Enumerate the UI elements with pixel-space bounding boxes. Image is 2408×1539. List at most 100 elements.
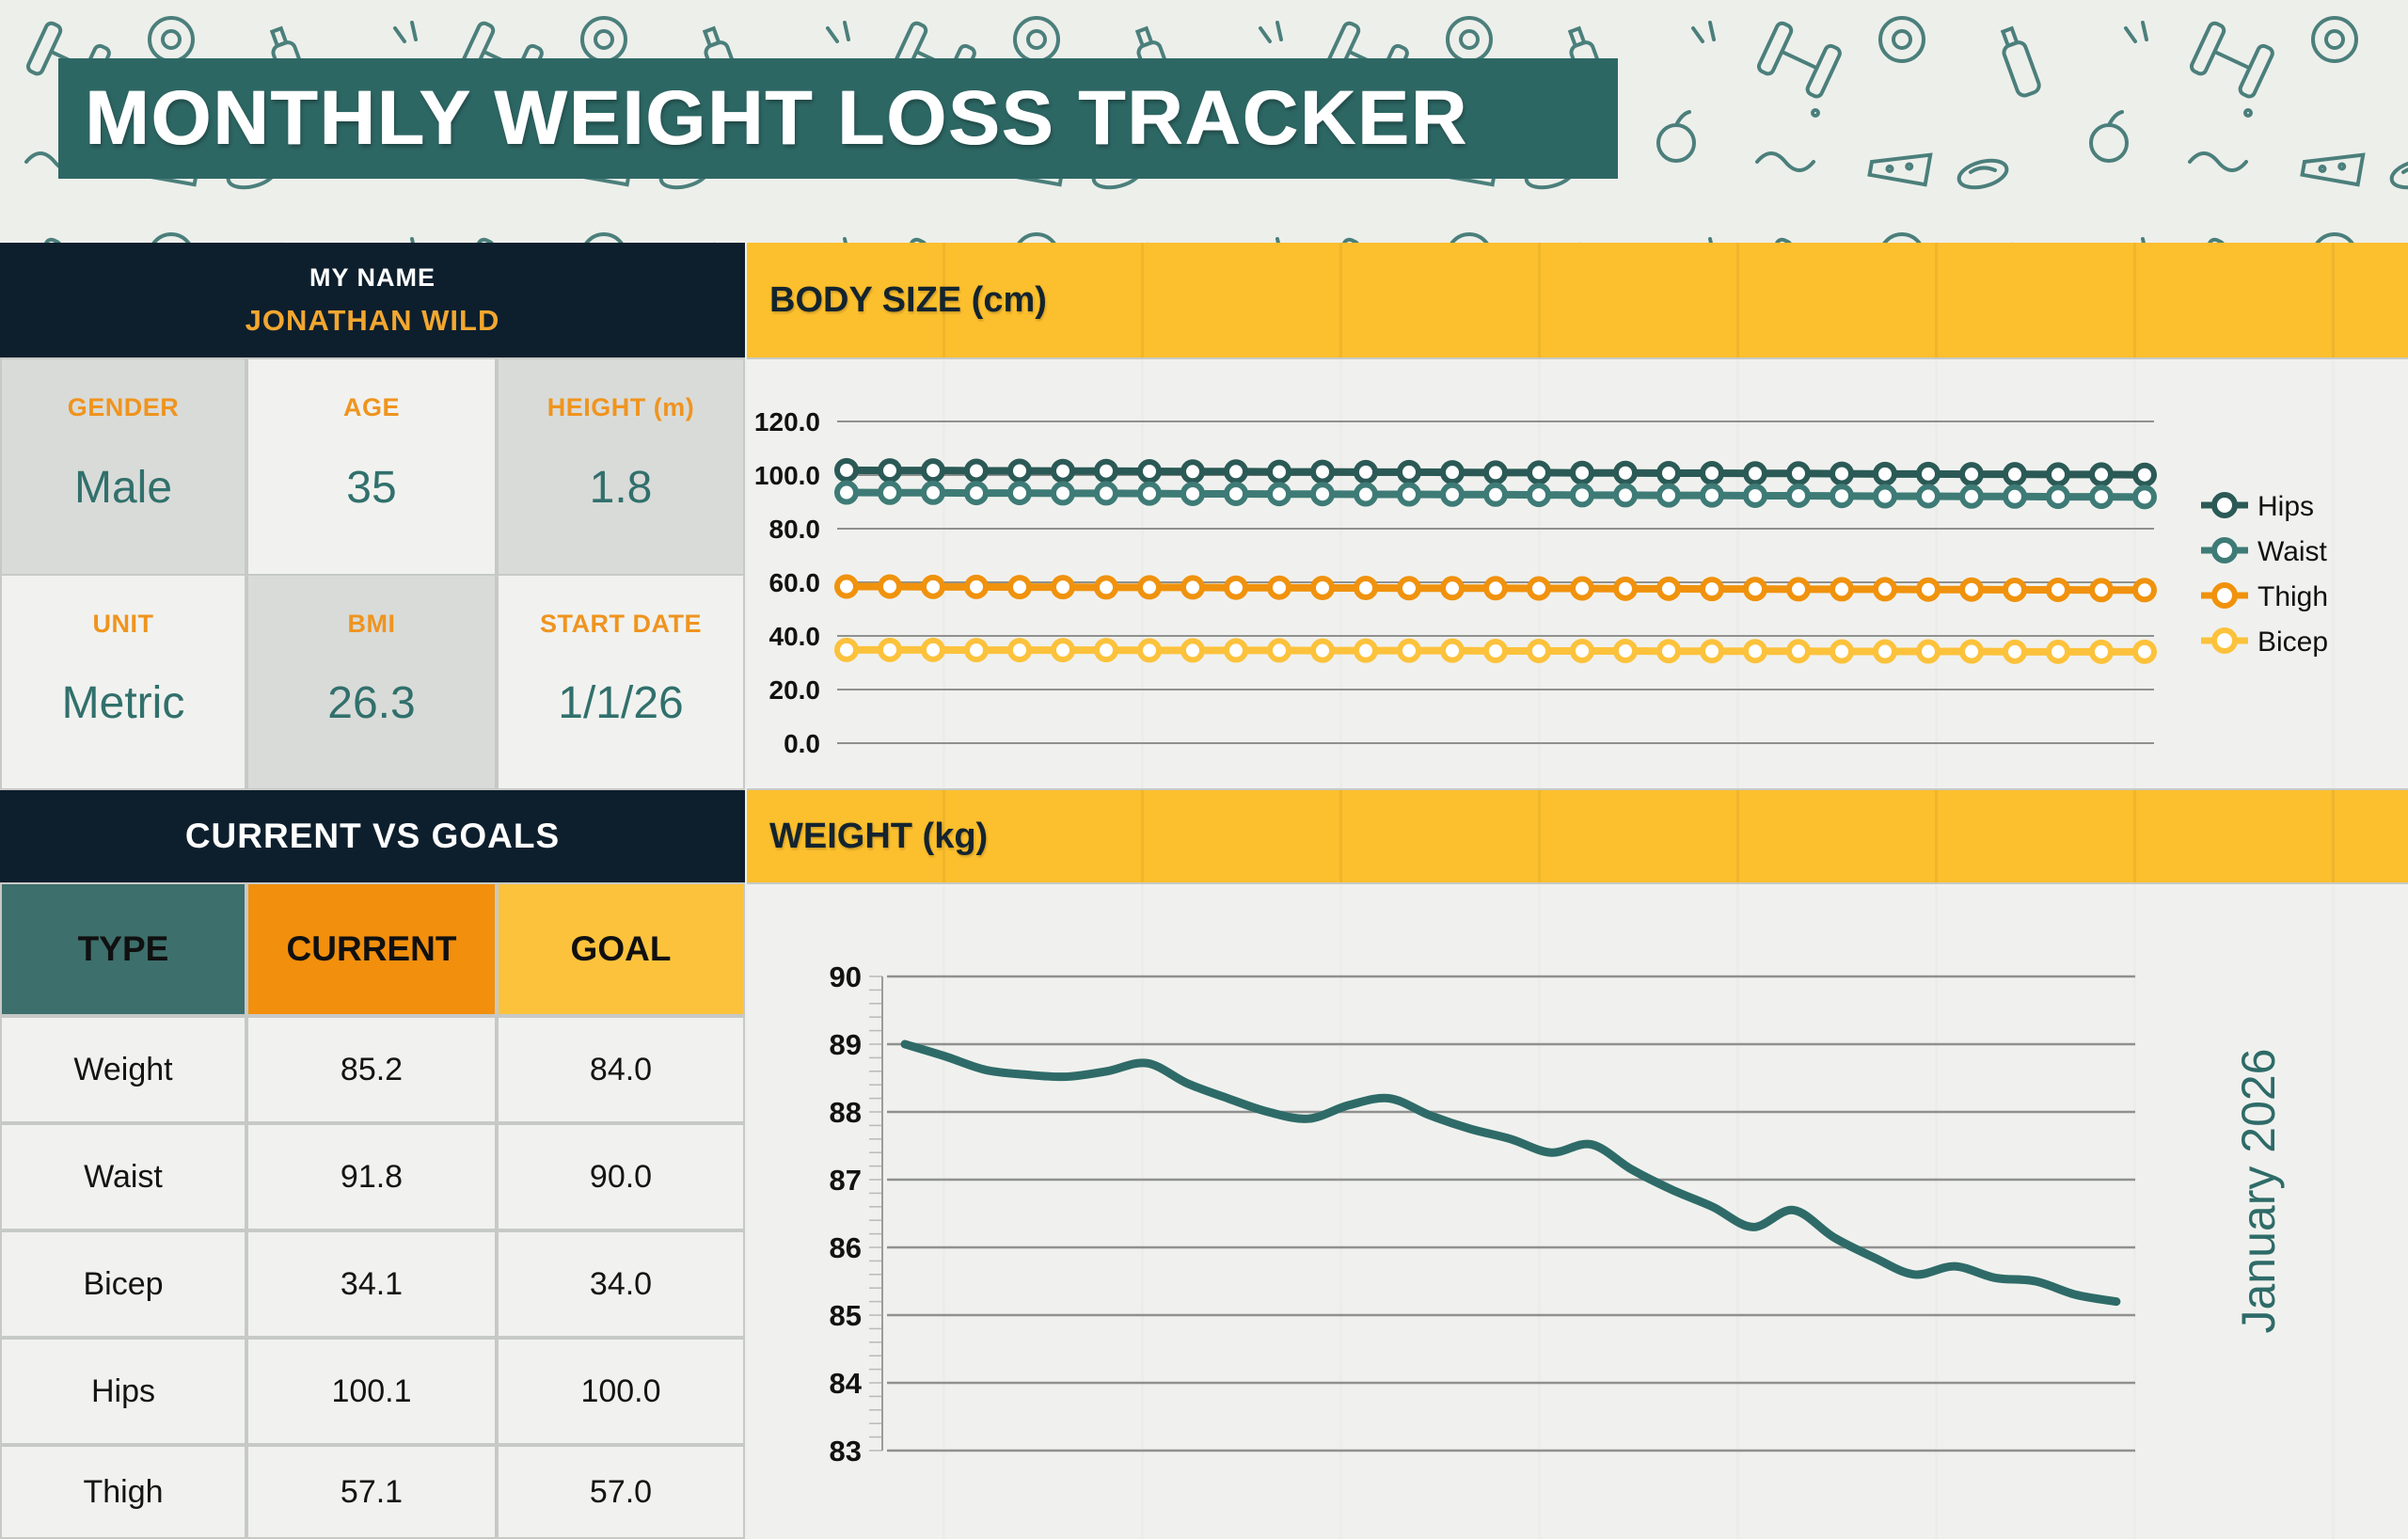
- y-axis-tick-label: 80.0: [769, 515, 821, 544]
- data-marker: [2003, 639, 2027, 664]
- data-marker: [1267, 459, 1291, 484]
- series-line-weight: [900, 1039, 2121, 1307]
- gender-cell: GENDER Male: [2, 359, 245, 574]
- data-marker: [1094, 481, 1118, 506]
- data-marker: [1354, 638, 1378, 663]
- data-marker: [1786, 639, 1811, 664]
- data-marker: [1656, 639, 1681, 664]
- data-marker: [2003, 462, 2027, 487]
- data-marker: [2089, 578, 2114, 603]
- data-marker: [1440, 638, 1465, 663]
- data-marker: [1916, 639, 1941, 664]
- height-label: HEIGHT (m): [547, 393, 695, 421]
- data-marker: [878, 480, 902, 505]
- data-marker: [921, 458, 945, 484]
- y-axis-tick-label: 90: [830, 960, 862, 993]
- row-hips-type: Hips: [2, 1340, 245, 1443]
- data-marker: [1786, 483, 1811, 508]
- row-thigh-goal[interactable]: 57.0: [499, 1447, 743, 1537]
- data-marker: [1397, 576, 1421, 601]
- data-marker: [1354, 575, 1378, 600]
- y-axis-tick-label: 60.0: [769, 568, 821, 597]
- legend-item-thigh: Thigh: [2201, 581, 2328, 612]
- data-marker: [1873, 461, 1897, 486]
- data-marker: [1873, 577, 1897, 602]
- data-marker: [1656, 483, 1681, 508]
- data-marker: [921, 574, 945, 599]
- age-value[interactable]: 35: [346, 463, 397, 513]
- data-marker: [1310, 575, 1335, 600]
- y-axis-tick-label: 100.0: [754, 461, 820, 490]
- data-marker: [1137, 638, 1162, 663]
- data-marker: [1137, 481, 1162, 506]
- data-marker: [1051, 458, 1075, 484]
- y-axis-tick-label: 84: [830, 1367, 863, 1400]
- data-marker: [1873, 484, 1897, 509]
- body-size-chart-title: BODY SIZE (cm): [747, 243, 2408, 357]
- row-hips-current[interactable]: 100.1: [248, 1340, 495, 1443]
- y-axis-tick-label: 88: [830, 1096, 862, 1129]
- unit-label: UNIT: [92, 610, 154, 638]
- y-axis-tick-label: 20.0: [769, 675, 821, 705]
- data-marker: [964, 481, 989, 506]
- data-marker: [1743, 577, 1767, 602]
- legend-label: Thigh: [2258, 581, 2328, 612]
- weight-chart-axis-label-wrap: January 2026: [2232, 1016, 2323, 1366]
- height-value[interactable]: 1.8: [589, 463, 653, 513]
- data-marker: [1959, 639, 1984, 664]
- data-marker: [1483, 482, 1508, 507]
- name-value[interactable]: JONATHAN WILD: [245, 303, 500, 337]
- row-waist-goal[interactable]: 90.0: [499, 1125, 743, 1229]
- data-marker: [1267, 638, 1291, 663]
- data-marker: [1007, 638, 1032, 663]
- data-marker: [1613, 483, 1638, 508]
- gender-value[interactable]: Male: [73, 463, 173, 513]
- data-marker: [1007, 575, 1032, 600]
- data-marker: [1007, 458, 1032, 484]
- charts-panel: BODY SIZE (cm) 120.0 100.0 80.0 60.0 40.0 20.…: [747, 243, 2408, 1539]
- data-marker: [1527, 576, 1551, 601]
- row-waist-current[interactable]: 91.8: [248, 1125, 495, 1229]
- data-marker: [964, 638, 989, 663]
- data-marker: [1137, 459, 1162, 484]
- data-marker: [1051, 481, 1075, 506]
- data-marker: [834, 574, 859, 599]
- data-marker: [1916, 461, 1941, 486]
- data-marker: [1094, 638, 1118, 663]
- data-marker: [964, 574, 989, 599]
- row-bicep-type: Bicep: [2, 1232, 245, 1336]
- data-marker: [1094, 575, 1118, 600]
- bmi-label: BMI: [347, 610, 396, 638]
- row-bicep-current[interactable]: 34.1: [248, 1232, 495, 1336]
- row-weight-goal[interactable]: 84.0: [499, 1018, 743, 1121]
- data-marker: [1267, 575, 1291, 600]
- bmi-value[interactable]: 26.3: [327, 678, 416, 728]
- data-marker: [1959, 577, 1984, 602]
- data-marker: [1916, 484, 1941, 509]
- unit-value[interactable]: Metric: [61, 678, 185, 728]
- legend-marker-circle: [2211, 627, 2238, 654]
- data-marker: [2132, 639, 2157, 664]
- data-marker: [1137, 575, 1162, 600]
- legend-marker-circle: [2211, 492, 2238, 518]
- data-marker: [1656, 461, 1681, 486]
- data-marker: [2132, 578, 2157, 603]
- data-marker: [2089, 639, 2114, 664]
- row-bicep-goal[interactable]: 34.0: [499, 1232, 743, 1336]
- row-weight-current[interactable]: 85.2: [248, 1018, 495, 1121]
- row-thigh-current[interactable]: 57.1: [248, 1447, 495, 1537]
- data-marker: [1700, 483, 1724, 508]
- data-marker: [1916, 577, 1941, 602]
- gender-label: GENDER: [67, 393, 180, 421]
- row-hips-goal[interactable]: 100.0: [499, 1340, 743, 1443]
- start-date-value[interactable]: 1/1/26: [558, 678, 684, 728]
- data-marker: [1656, 576, 1681, 601]
- data-marker: [1224, 638, 1248, 663]
- data-marker: [1613, 460, 1638, 485]
- data-marker: [2046, 462, 2070, 487]
- column-header-current: CURRENT: [248, 884, 495, 1014]
- y-axis-tick-label: 87: [830, 1164, 862, 1197]
- data-marker: [1830, 461, 1854, 486]
- data-marker: [1310, 638, 1335, 663]
